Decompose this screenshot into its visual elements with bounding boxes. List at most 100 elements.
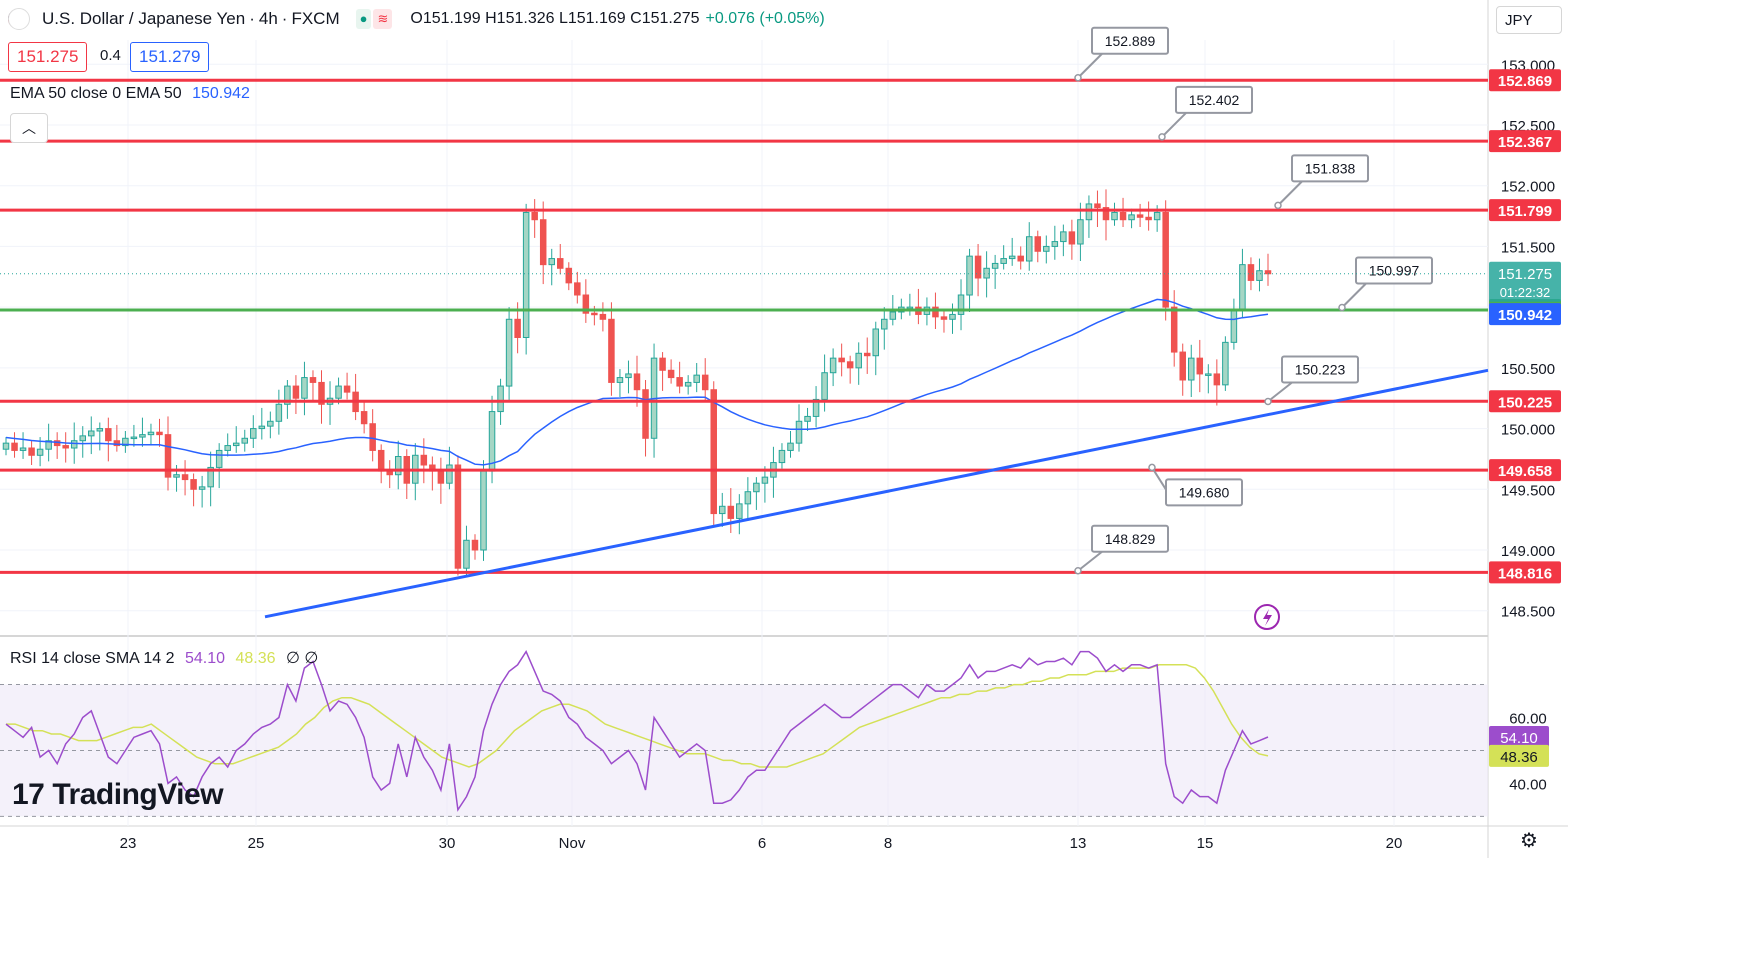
symbol-name: U.S. Dollar / Japanese Yen [42, 9, 246, 28]
candle-body [113, 440, 121, 447]
candle-body [821, 372, 828, 400]
rsi-label: RSI 14 close SMA 14 2 [10, 650, 175, 667]
rsi-extra: ∅ ∅ [285, 650, 319, 667]
candle-body [45, 440, 52, 450]
price-chart[interactable]: 153.000152.500152.000151.500151.000150.5… [0, 0, 1568, 858]
candle-body [1111, 211, 1118, 221]
candle-body [633, 373, 641, 391]
candle-body [394, 456, 402, 476]
currency-selector[interactable]: JPY [1496, 6, 1562, 34]
callout-box [1165, 478, 1243, 507]
separator: · [281, 9, 288, 28]
sell-button[interactable]: 151.275 [8, 42, 88, 72]
candle-body [139, 434, 146, 438]
rsi-sma-line [6, 664, 1269, 768]
candle-body [829, 357, 837, 374]
ema-line [5, 298, 1269, 466]
candle-body [531, 211, 538, 221]
candle-body [863, 352, 871, 357]
rsi-sma-value: 48.36 [235, 650, 276, 667]
settings-gear-icon[interactable]: ⚙ [1520, 830, 1538, 852]
candle-body [198, 486, 206, 490]
candle-body [804, 415, 811, 422]
candle-body [684, 381, 692, 387]
rsi-value-tag [1489, 725, 1549, 748]
exchange-label: FXCM [291, 9, 340, 28]
candle-body [761, 476, 769, 484]
level-price-label: 151.799 [1498, 203, 1552, 220]
candle-body [693, 374, 700, 383]
candle-body [369, 423, 376, 451]
delay-icon[interactable]: ≋ [373, 9, 393, 29]
ohlc-values: O151.199 H151.326 L151.169 C151.275 [410, 10, 700, 27]
candle-body [207, 466, 214, 488]
candle-body [343, 385, 351, 393]
callout-leader [1077, 550, 1103, 572]
candle-body [514, 318, 521, 338]
level-price-label: 149.658 [1498, 463, 1552, 480]
candle-body [1000, 258, 1007, 264]
time-tick-label: 8 [884, 835, 892, 852]
level-price-tag [1489, 390, 1561, 413]
candle-body [156, 431, 163, 436]
callout-box [1291, 154, 1369, 183]
candle-body [446, 464, 453, 484]
candle-body [795, 420, 803, 444]
tradingview-logo[interactable]: 17 TradingView [12, 778, 224, 812]
candle-body [1085, 203, 1093, 221]
callout-box [1091, 26, 1169, 55]
candle-body [736, 503, 743, 519]
collapse-legend-button[interactable]: ︿ [10, 113, 48, 143]
tradingview-logo-text: TradingView [52, 778, 224, 811]
candle-body [983, 267, 990, 279]
candle-body [335, 385, 342, 399]
candle-body [164, 434, 172, 478]
candle-body [838, 357, 845, 363]
candle-body [232, 442, 240, 447]
candle-body [1239, 264, 1246, 311]
time-tick-label: 20 [1386, 835, 1403, 852]
candle-body [147, 431, 155, 436]
candle-body [1077, 219, 1084, 245]
callout-leader [1161, 112, 1187, 138]
candle-body [130, 436, 138, 440]
candle-body [386, 470, 393, 476]
candle-body [522, 211, 530, 338]
candle-body [1051, 241, 1059, 247]
candle-body [889, 311, 897, 320]
ema-legend[interactable]: EMA 50 close 0 EMA 50 150.942 [10, 85, 250, 103]
candle-body [787, 442, 794, 451]
candle-body [1025, 236, 1033, 262]
candle-body [79, 435, 86, 442]
callout-leader [1277, 180, 1303, 207]
callout-leader [1341, 282, 1367, 309]
rsi-legend[interactable]: RSI 14 close SMA 14 2 54.10 48.36 ∅ ∅ [10, 648, 318, 668]
level-price-tag [1489, 459, 1561, 482]
candle-body [676, 377, 683, 387]
candle-body [846, 361, 854, 369]
chart-stage: 153.000152.500152.000151.500151.000150.5… [0, 0, 1568, 858]
candle-body [599, 313, 607, 320]
price-tick-label: 150.500 [1501, 361, 1555, 378]
candle-body [28, 447, 35, 456]
level-price-label: 152.367 [1498, 134, 1552, 151]
candle-body [881, 318, 888, 330]
candle-body [258, 425, 266, 430]
symbol-header[interactable]: U.S. Dollar / Japanese Yen · 4h · FXCM ●… [8, 6, 825, 32]
time-tick-label: 30 [439, 835, 456, 852]
candle-body [940, 316, 948, 320]
candle-body [727, 505, 735, 519]
candle-body [454, 464, 462, 569]
candle-body [463, 539, 470, 569]
candle-body [173, 474, 180, 478]
ema-label: EMA 50 close 0 EMA 50 [10, 85, 182, 102]
candle-body [301, 377, 308, 399]
trendline [264, 368, 1489, 619]
candle-body [667, 369, 675, 379]
rsi-sma-tag [1489, 744, 1549, 767]
candle-body [957, 294, 965, 315]
candle-body [591, 312, 598, 316]
candle-body [949, 313, 956, 320]
market-open-icon[interactable]: ● [355, 9, 372, 29]
buy-button[interactable]: 151.279 [130, 42, 210, 72]
